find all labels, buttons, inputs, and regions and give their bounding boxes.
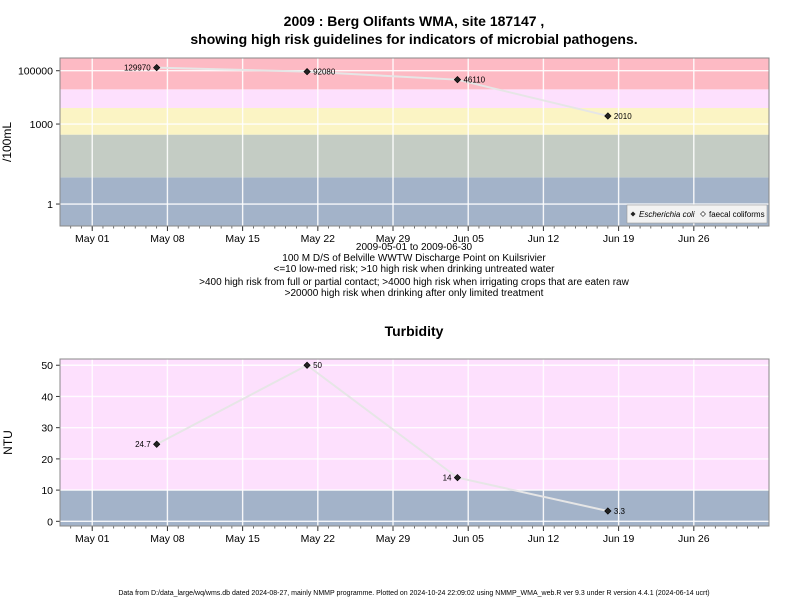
y-tick-label: 1000 xyxy=(30,119,54,131)
data-label: 24.7 xyxy=(135,440,151,449)
data-point xyxy=(153,64,161,72)
legend-label-ecoli: Escherichia coli xyxy=(639,210,695,219)
x-tick-label: May 01 xyxy=(75,233,110,245)
y-tick-label: 0 xyxy=(47,516,53,528)
x-tick-label: May 01 xyxy=(75,533,110,545)
x-tick-label: Jun 05 xyxy=(452,533,484,545)
data-label: 2010 xyxy=(614,112,632,121)
risk-band-2 xyxy=(60,107,769,135)
data-label: 92080 xyxy=(313,68,336,77)
y-axis-label: NTU xyxy=(1,430,15,455)
y-tick-label: 10 xyxy=(41,485,53,497)
series-line xyxy=(156,66,609,117)
data-point xyxy=(153,440,161,448)
guideline-3: >20000 high risk when drinking after onl… xyxy=(285,288,544,299)
x-tick-label: May 08 xyxy=(150,533,185,545)
x-tick-label: May 15 xyxy=(225,233,260,245)
data-point xyxy=(303,68,311,76)
footer-note: Data from D:/data_large/wq/wms.db dated … xyxy=(118,590,709,597)
risk-band-1 xyxy=(60,359,769,491)
plot-frame xyxy=(59,57,770,227)
guideline-1: <=10 low-med risk; >10 high risk when dr… xyxy=(274,264,556,275)
x-tick-label: Jun 12 xyxy=(528,533,560,545)
data-label: 3.3 xyxy=(614,507,626,516)
y-tick-label: 40 xyxy=(41,391,53,403)
series-line xyxy=(156,364,609,512)
x-tick-label: Jun 12 xyxy=(528,233,560,245)
x-tick-label: May 15 xyxy=(225,533,260,545)
guideline-2: >400 high risk from full or partial cont… xyxy=(199,277,629,288)
date-range: 2009-05-01 to 2009-06-30 xyxy=(356,242,473,253)
ecoli-panel: May 01 May 08 May 15 May 22 May 29 Jun 05 Jun … xyxy=(0,57,770,245)
data-point xyxy=(303,361,311,369)
y-tick-label: 50 xyxy=(41,360,53,372)
x-tick-label: May 29 xyxy=(376,233,411,245)
x-tick-label: May 22 xyxy=(301,533,336,545)
y-tick-label: 20 xyxy=(41,454,53,466)
y-tick-label: 1 xyxy=(47,199,53,211)
x-tick-label: Jun 05 xyxy=(452,233,484,245)
x-tick-label: Jun 26 xyxy=(678,233,710,245)
site-description: 100 M D/S of Belville WWTW Discharge Poi… xyxy=(282,253,546,264)
x-tick-label: Jun 19 xyxy=(603,233,635,245)
data-label: 46110 xyxy=(463,76,485,85)
y-axis-label: /100mL xyxy=(0,122,14,162)
data-point xyxy=(604,112,612,120)
x-tick-label: May 22 xyxy=(301,233,336,245)
risk-band-1 xyxy=(60,134,769,178)
legend-label-faecal: faecal coliforms xyxy=(709,210,765,219)
chart-title-line-1: 2009 : Berg Olifants WMA, site 187147 , xyxy=(284,13,545,29)
x-tick-label: May 29 xyxy=(376,533,411,545)
x-tick-label: Jun 19 xyxy=(603,533,635,545)
plot-frame xyxy=(59,358,770,527)
data-label: 129970 xyxy=(124,64,151,73)
risk-band-4 xyxy=(60,58,769,90)
data-label: 14 xyxy=(443,474,452,483)
legend-marker-ecoli xyxy=(630,211,636,217)
risk-band-0 xyxy=(60,490,769,526)
chart-title-line-2: showing high risk guidelines for indicat… xyxy=(190,31,637,47)
x-tick-label: May 08 xyxy=(150,233,185,245)
risk-band-3 xyxy=(60,89,769,108)
data-point xyxy=(453,473,462,482)
data-label: 50 xyxy=(313,361,322,370)
y-tick-label: 30 xyxy=(41,423,53,435)
data-point xyxy=(453,76,462,84)
turbidity-title: Turbidity xyxy=(385,323,444,339)
turbidity-panel: May 01 May 08 May 15 May 22 May 29 Jun 05 Jun … xyxy=(1,358,770,545)
data-point xyxy=(604,507,612,515)
legend-marker-faecal xyxy=(700,211,706,217)
legend-box xyxy=(626,204,768,224)
y-tick-label: 100000 xyxy=(18,66,53,78)
x-tick-label: Jun 26 xyxy=(678,533,710,545)
